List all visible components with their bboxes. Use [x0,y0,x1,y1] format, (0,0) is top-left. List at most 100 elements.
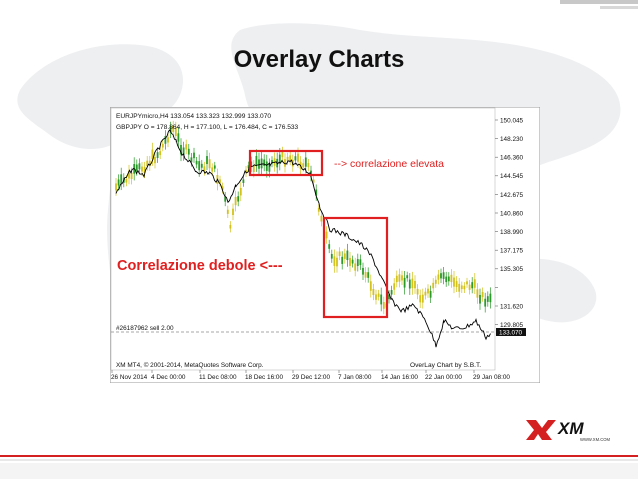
candle-body [219,179,221,183]
candle-body [167,137,169,143]
candle-body [255,155,258,166]
candle-body [419,295,422,303]
candle-body [161,143,164,148]
time-tick-label: 11 Dec 08:00 [199,374,237,381]
candle-body [154,156,156,164]
candle-body [328,244,331,249]
candle-body [481,292,484,298]
candle-body [333,256,336,266]
candle-body [356,259,359,267]
time-axis: 26 Nov 2014 4 Dec 00:00 11 Dec 08:00 18 Dec… [111,374,510,381]
candle-body [265,161,268,171]
candle-body [362,267,364,275]
candle-body [484,298,487,307]
candle-body [388,294,390,300]
candle-body [489,293,492,303]
candle-body [320,215,323,222]
candle-body [247,165,250,169]
xm-logo-text: XM [557,419,584,438]
chart-canvas[interactable]: EURJPYmicro,H4 133.054 133.323 132.999 1… [110,107,540,383]
candle-body [284,159,286,167]
chart-symbol-header: EURJPYmicro,H4 133.054 133.323 132.999 1… [116,113,271,120]
candle-body [354,263,357,271]
candle-body [159,151,162,156]
candle-body [187,148,190,155]
candle-body [190,157,193,163]
weak-correlation-label: Correlazione debole <--- [117,258,283,274]
time-tick-label: 4 Dec 00:00 [151,374,186,381]
candle-body [117,179,120,186]
candle-body [432,282,435,289]
candle-body [369,281,372,291]
price-axis: 150.045 148.230 146.360 144.545 142.675 140.8… [495,117,524,329]
candle-body [120,174,123,184]
time-tick-label: 18 Dec 16:00 [245,374,283,381]
candle-body [260,158,263,169]
candle-body [375,294,377,300]
candle-body [200,163,203,168]
candle-body [195,160,198,165]
time-tick-label: 26 Nov 2014 [111,374,148,381]
candle-body [263,159,266,166]
candle-body [395,275,398,283]
price-tick-label: 140.860 [500,210,524,217]
candle-body [427,288,429,294]
time-tick-label: 14 Jan 16:00 [381,374,418,381]
price-tick-label: 144.545 [500,173,524,180]
candle-body [403,277,406,288]
candle-body [468,284,471,290]
candle-body [278,154,281,164]
candle-body [310,170,312,177]
candle-body [128,170,130,179]
candle-body [193,152,195,159]
candle-body [213,165,216,169]
candle-body [297,153,299,162]
price-tick-label: 148.230 [500,136,524,143]
candle-body [351,259,354,264]
candle-body [302,163,305,168]
candle-body [312,179,315,183]
candle-body [367,272,370,278]
candle-body [304,157,307,167]
page-title: Overlay Charts [233,46,405,73]
candle-body [476,289,479,298]
candle-body [164,135,167,144]
candle-body [372,288,375,296]
candle-body [458,283,461,292]
price-tick-label: 138.990 [500,229,524,236]
candle-body [289,155,292,161]
candle-body [393,283,396,290]
low-correlation-box [322,216,389,319]
overlay-line-series [115,128,491,348]
candle-body [174,127,177,137]
overlay-chart[interactable]: EURJPYmicro,H4 133.054 133.323 132.999 1… [110,107,540,383]
candle-body [463,285,466,290]
candle-body [434,279,437,284]
current-price-label: 133.070 [499,330,523,337]
candle-body [447,276,450,282]
price-tick-label: 146.360 [500,155,524,162]
overlay-symbol-header: GBPJPY O = 178.864, H = 177.100, L = 176… [116,124,299,131]
candle-body [156,152,159,158]
price-tick-label: 137.175 [500,248,524,255]
bottom-decoration [0,455,638,479]
candle-body [414,280,416,289]
candle-body [424,291,427,296]
candle-body [206,156,208,165]
candle-body [315,189,318,196]
candle-body [479,294,481,304]
candle-body [411,278,414,288]
candle-body [198,161,201,171]
candle-body [234,196,237,206]
candle-body [169,126,172,133]
candle-body [135,164,138,171]
candle-body [226,209,229,214]
xm-logo: XM WWW.XM.COM [526,419,611,442]
candle-body [180,144,182,155]
high-correlation-label: --> correlazione elevata [334,158,444,170]
corner-decoration [560,0,638,9]
candle-body [232,208,234,216]
candle-body [359,259,362,266]
candle-body [177,133,180,142]
candle-body [271,159,273,164]
